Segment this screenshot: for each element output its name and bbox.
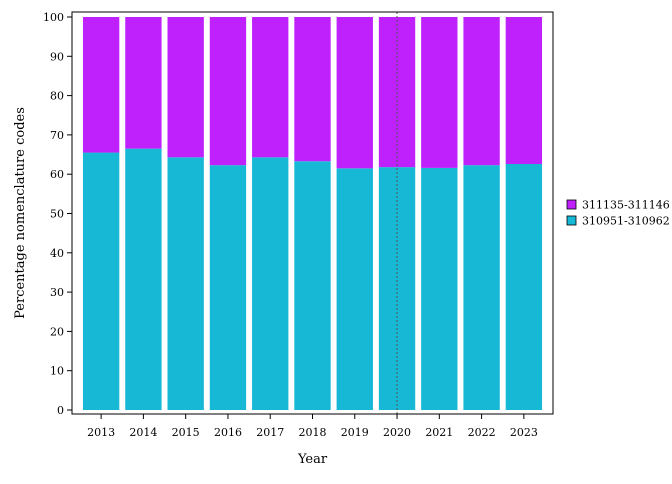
x-tick-label: 2013 [87,426,115,439]
x-tick-label: 2014 [129,426,157,439]
y-tick-label: 60 [50,168,64,181]
x-tick-label: 2021 [425,426,453,439]
y-tick-label: 70 [50,129,64,142]
x-axis-ticks: 2013 2014 2015 2016 2017 2018 2019 2020 2021 2022… [87,414,538,439]
x-axis-title: Year [297,452,328,467]
y-tick-label: 50 [50,208,64,221]
bar-2013-series-1 [82,17,120,153]
bar-2023-series-1 [505,17,543,164]
x-tick-label: 2022 [468,426,496,439]
x-tick-label: 2018 [299,426,327,439]
y-axis-ticks: 0 10 20 30 40 50 60 70 80 90 100 [43,11,72,417]
x-tick-label: 2016 [214,426,242,439]
bar-2017-series-1 [252,17,289,158]
bar-2018-series-0 [294,161,331,410]
bar-2022-series-0 [463,165,500,410]
bar-2022-series-1 [463,17,500,166]
legend-swatch [566,215,577,226]
y-tick-label: 0 [57,404,64,417]
bar-2019-series-1 [336,17,373,169]
y-tick-label: 40 [50,247,64,260]
bars [82,17,543,410]
y-tick-label: 100 [43,11,64,24]
bar-2013-series-0 [82,152,120,410]
x-tick-label: 2015 [172,426,200,439]
x-tick-label: 2017 [256,426,284,439]
bar-2015-series-1 [167,17,204,158]
bar-2023-series-0 [505,163,543,410]
bar-2014-series-1 [125,17,162,149]
bar-2018-series-1 [294,17,331,162]
x-tick-label: 2019 [341,426,369,439]
y-tick-label: 80 [50,90,64,103]
y-tick-label: 20 [50,325,64,338]
legend-label: 311135-311146 [582,199,670,212]
legend: 311135-311146 310951-310962 [566,199,670,228]
bar-2015-series-0 [167,157,204,410]
bar-2014-series-0 [125,148,162,410]
y-tick-label: 90 [50,50,64,63]
bar-2021-series-1 [421,17,458,168]
bar-2017-series-0 [252,157,289,410]
bar-2016-series-1 [209,17,247,166]
y-tick-label: 10 [50,365,64,378]
x-tick-label: 2020 [383,426,411,439]
legend-swatch [566,199,577,210]
bar-2021-series-0 [421,167,458,410]
legend-label: 310951-310962 [582,215,670,228]
bar-2016-series-0 [209,165,247,410]
bar-2019-series-0 [336,168,373,410]
x-tick-label: 2023 [510,426,538,439]
y-tick-label: 30 [50,286,64,299]
y-axis-title: Percentage nomenclature codes [13,107,28,319]
